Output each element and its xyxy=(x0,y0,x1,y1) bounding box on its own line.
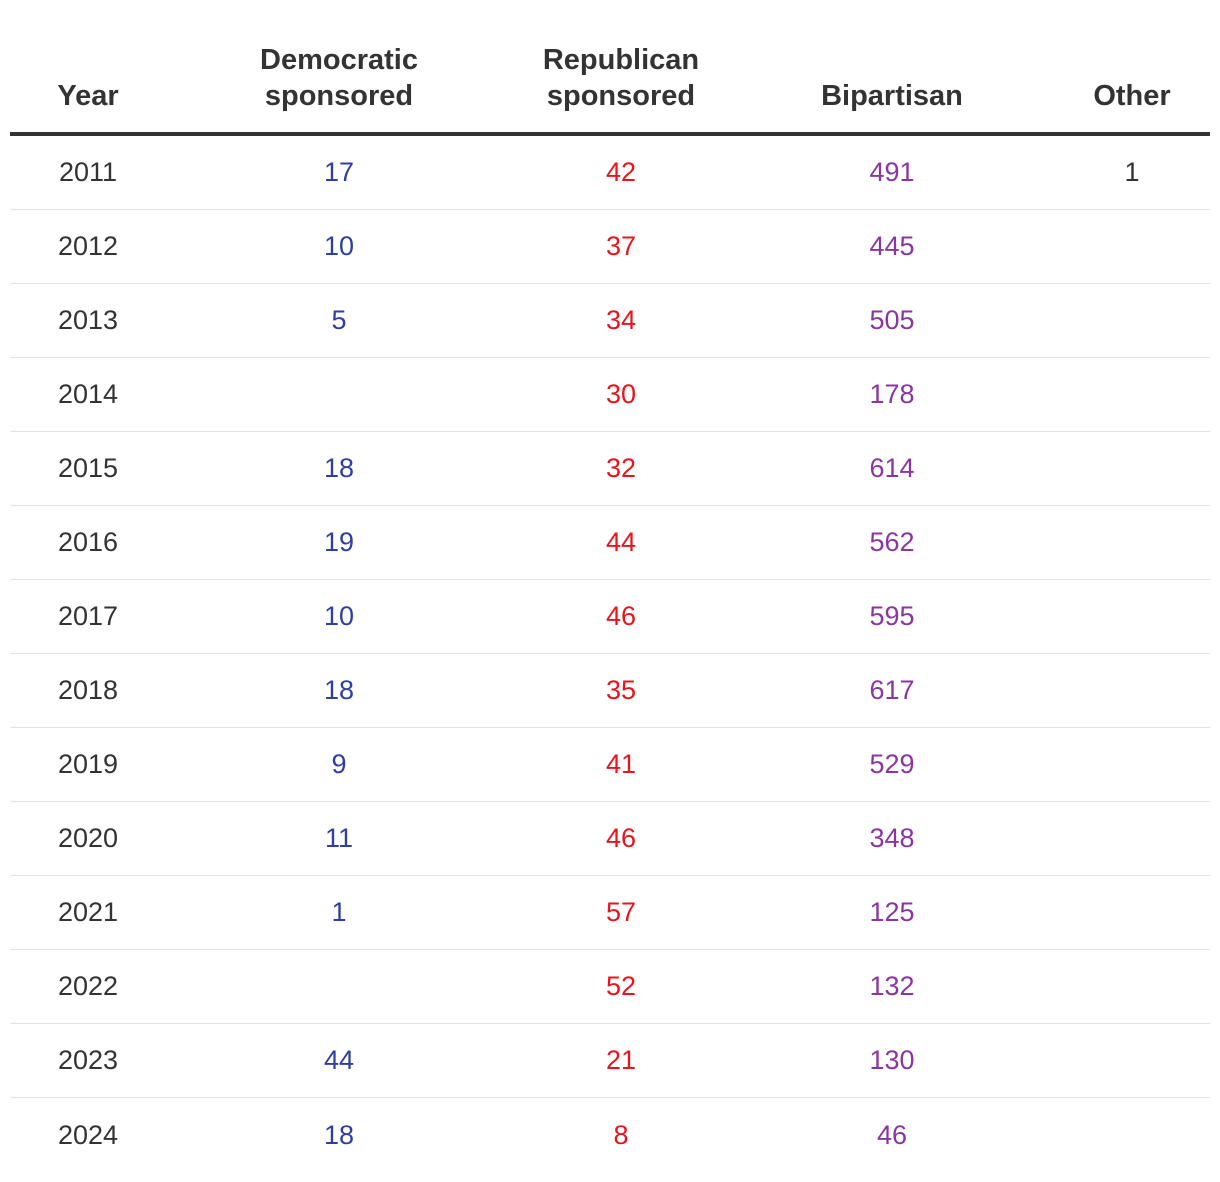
table-row: 2020 11 46 348 xyxy=(10,802,1210,876)
cell-year: 2013 xyxy=(57,305,119,335)
cell-democratic: 17 xyxy=(323,157,355,187)
cell-year: 2017 xyxy=(57,601,119,631)
cell-democratic: 44 xyxy=(323,1045,355,1075)
cell-year: 2020 xyxy=(57,823,119,853)
cell-bipartisan: 614 xyxy=(869,453,915,483)
cell-year: 2011 xyxy=(58,157,118,187)
cell-year: 2018 xyxy=(57,675,119,705)
cell-republican: 34 xyxy=(605,305,637,335)
cell-year: 2014 xyxy=(57,379,119,409)
table-row: 2016 19 44 562 xyxy=(10,506,1210,580)
cell-other: 1 xyxy=(1124,157,1140,187)
cell-republican: 30 xyxy=(605,379,637,409)
cell-bipartisan: 130 xyxy=(869,1045,915,1075)
cell-democratic: 10 xyxy=(323,231,355,261)
cell-republican: 35 xyxy=(605,675,637,705)
cell-year: 2023 xyxy=(57,1045,119,1075)
table-row: 2023 44 21 130 xyxy=(10,1024,1210,1098)
cell-democratic: 18 xyxy=(323,1119,355,1150)
cell-republican: 44 xyxy=(605,527,637,557)
cell-republican: 8 xyxy=(613,1119,629,1150)
table-row: 2018 18 35 617 xyxy=(10,654,1210,728)
cell-republican: 32 xyxy=(605,453,637,483)
table-body: 2011 17 42 491 1 2012 10 37 445 2013 5 34 505 2014 30 1… xyxy=(10,136,1210,1172)
cell-republican: 21 xyxy=(605,1045,637,1075)
cell-democratic: 18 xyxy=(323,453,355,483)
cell-year: 2021 xyxy=(57,897,119,927)
column-header-other: Other xyxy=(1093,80,1171,112)
cell-bipartisan: 617 xyxy=(869,675,915,705)
cell-republican: 37 xyxy=(605,231,637,261)
table-row: 2013 5 34 505 xyxy=(10,284,1210,358)
cell-year: 2015 xyxy=(57,453,119,483)
cell-republican: 57 xyxy=(605,897,637,927)
column-header-year: Year xyxy=(57,80,119,112)
sponsorship-table: Year Democratic sponsored Republican spo… xyxy=(10,0,1210,1172)
cell-year: 2016 xyxy=(57,527,119,557)
cell-bipartisan: 562 xyxy=(869,527,915,557)
cell-republican: 41 xyxy=(605,749,637,779)
cell-republican: 42 xyxy=(605,157,637,187)
cell-bipartisan: 491 xyxy=(869,157,915,187)
column-header-republican: Republican sponsored xyxy=(542,44,700,112)
table-row: 2024 18 8 46 xyxy=(10,1098,1210,1172)
table-row: 2014 30 178 xyxy=(10,358,1210,432)
cell-democratic: 10 xyxy=(323,601,355,631)
column-header-democratic: Democratic sponsored xyxy=(260,44,418,112)
cell-democratic: 18 xyxy=(323,675,355,705)
cell-bipartisan: 529 xyxy=(869,749,915,779)
table-header-row: Year Democratic sponsored Republican spo… xyxy=(10,0,1210,136)
table-row: 2019 9 41 529 xyxy=(10,728,1210,802)
cell-democratic: 1 xyxy=(331,897,347,927)
cell-bipartisan: 445 xyxy=(869,231,915,261)
table-row: 2015 18 32 614 xyxy=(10,432,1210,506)
cell-year: 2022 xyxy=(57,971,119,1001)
cell-republican: 52 xyxy=(605,971,637,1001)
cell-year: 2019 xyxy=(57,749,119,779)
cell-bipartisan: 125 xyxy=(869,897,915,927)
table-row: 2022 52 132 xyxy=(10,950,1210,1024)
cell-bipartisan: 178 xyxy=(869,379,915,409)
cell-democratic: 19 xyxy=(323,527,355,557)
table-row: 2017 10 46 595 xyxy=(10,580,1210,654)
cell-republican: 46 xyxy=(605,823,637,853)
cell-bipartisan: 348 xyxy=(869,823,915,853)
cell-bipartisan: 505 xyxy=(869,305,915,335)
table-row: 2012 10 37 445 xyxy=(10,210,1210,284)
cell-republican: 46 xyxy=(605,601,637,631)
cell-democratic: 5 xyxy=(331,305,347,335)
cell-bipartisan: 46 xyxy=(876,1119,908,1150)
cell-bipartisan: 595 xyxy=(869,601,915,631)
cell-bipartisan: 132 xyxy=(869,971,915,1001)
cell-democratic: 9 xyxy=(331,749,347,779)
column-header-bipartisan: Bipartisan xyxy=(821,80,963,112)
table-row: 2021 1 57 125 xyxy=(10,876,1210,950)
cell-year: 2024 xyxy=(57,1119,119,1150)
cell-year: 2012 xyxy=(57,231,119,261)
cell-democratic: 11 xyxy=(324,823,354,853)
table-row: 2011 17 42 491 1 xyxy=(10,136,1210,210)
